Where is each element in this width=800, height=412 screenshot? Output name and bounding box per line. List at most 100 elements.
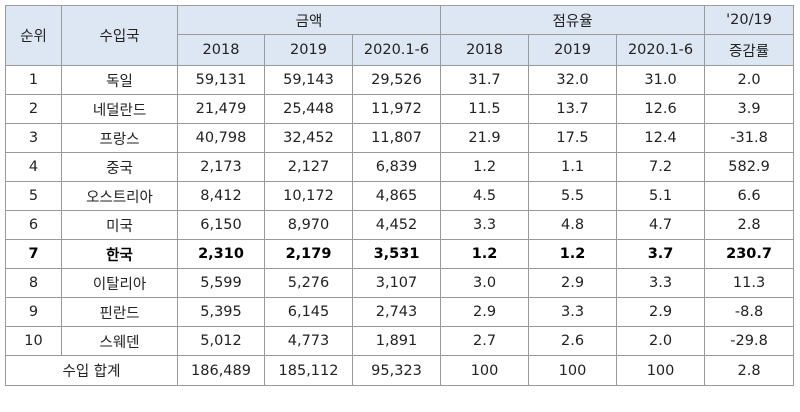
table-row: 6 미국 6,150 8,970 4,452 3.3 4.8 4.7 2.8 [5,210,795,240]
total-growth: 2.8 [704,355,795,386]
amount-2018-cell: 59,131 [177,65,265,95]
growth-header-line2: 증감률 [704,34,795,66]
table-row: 5 오스트리아 8,412 10,172 4,865 4.5 5.5 5.1 6.6 [5,181,795,211]
share-2018-cell: 4.5 [440,181,530,211]
amount-2020-cell: 4,865 [351,181,442,211]
amount-2020-cell: 3,107 [351,268,442,298]
amount-2019-cell: 8,970 [264,210,353,240]
country-cell: 프랑스 [61,123,178,153]
share-2020-cell: 3.7 [616,239,706,269]
amount-2020-cell: 11,807 [351,123,442,153]
share-2018-cell: 31.7 [440,65,530,95]
share-2018-cell: 3.0 [440,268,530,298]
total-share-2019: 100 [528,355,618,386]
table-body: 1 독일 59,131 59,143 29,526 31.7 32.0 31.0 2.0 2 네덜란… [5,65,795,356]
total-label: 수입 합계 [5,355,178,386]
amount-year-2020-header: 2020.1-6 [351,34,442,66]
amount-2018-cell: 40,798 [177,123,265,153]
share-2020-cell: 12.6 [616,94,706,124]
amount-2018-cell: 5,599 [177,268,265,298]
amount-2020-cell: 1,891 [351,326,442,356]
table-header: 순위 수입국 금액 점유율 '20/19 2018 2019 2020.1-6 … [5,5,795,66]
total-row: 수입 합계 186,489 185,112 95,323 100 100 100… [5,355,795,386]
share-year-2020-header: 2020.1-6 [616,34,706,66]
table-row: 2 네덜란드 21,479 25,448 11,972 11.5 13.7 12.6 3.9 [5,94,795,124]
growth-cell: 582.9 [704,152,795,182]
amount-2019-cell: 25,448 [264,94,353,124]
country-cell: 스웨덴 [61,326,178,356]
share-2018-cell: 21.9 [440,123,530,153]
amount-2018-cell: 21,479 [177,94,265,124]
amount-2018-cell: 8,412 [177,181,265,211]
country-cell: 핀란드 [61,297,178,327]
amount-header: 금액 [176,5,442,35]
amount-2019-cell: 6,145 [264,297,353,327]
share-2018-cell: 11.5 [440,94,530,124]
country-cell: 오스트리아 [61,181,178,211]
rank-cell: 4 [5,152,62,182]
share-2019-cell: 17.5 [528,123,618,153]
amount-2020-cell: 6,839 [351,152,442,182]
amount-2019-cell: 32,452 [264,123,353,153]
amount-2020-cell: 2,743 [351,297,442,327]
share-2018-cell: 1.2 [440,152,530,182]
table-row: 10 스웨덴 5,012 4,773 1,891 2.7 2.6 2.0 -29.8 [5,326,795,356]
share-2020-cell: 5.1 [616,181,706,211]
rank-cell: 9 [5,297,62,327]
growth-cell: 3.9 [704,94,795,124]
share-2018-cell: 2.9 [440,297,530,327]
share-2020-cell: 4.7 [616,210,706,240]
table-footer: 수입 합계 186,489 185,112 95,323 100 100 100… [5,355,795,386]
country-cell: 네덜란드 [61,94,178,124]
share-2018-cell: 2.7 [440,326,530,356]
rank-cell: 8 [5,268,62,298]
growth-cell: -29.8 [704,326,795,356]
share-2019-cell: 2.9 [528,268,618,298]
growth-cell: 230.7 [704,239,795,269]
rank-cell: 2 [5,94,62,124]
share-2020-cell: 7.2 [616,152,706,182]
share-2019-cell: 1.2 [528,239,618,269]
total-share-2018: 100 [440,355,530,386]
import-ranking-table: 순위 수입국 금액 점유율 '20/19 2018 2019 2020.1-6 … [5,5,795,386]
country-cell: 미국 [61,210,178,240]
import-table-container: 순위 수입국 금액 점유율 '20/19 2018 2019 2020.1-6 … [5,5,795,386]
total-amount-2018: 186,489 [177,355,265,386]
share-2019-cell: 2.6 [528,326,618,356]
growth-cell: -8.8 [704,297,795,327]
amount-2019-cell: 4,773 [264,326,353,356]
share-2020-cell: 3.3 [616,268,706,298]
rank-cell: 1 [5,65,62,95]
share-year-2019-header: 2019 [528,34,618,66]
share-2020-cell: 2.9 [616,297,706,327]
amount-2019-cell: 59,143 [264,65,353,95]
country-cell: 이탈리아 [61,268,178,298]
table-row: 4 중국 2,173 2,127 6,839 1.2 1.1 7.2 582.9 [5,152,795,182]
growth-cell: -31.8 [704,123,795,153]
table-row: 1 독일 59,131 59,143 29,526 31.7 32.0 31.0 2.0 [5,65,795,95]
amount-2018-cell: 5,012 [177,326,265,356]
share-2018-cell: 1.2 [440,239,530,269]
share-year-2018-header: 2018 [440,34,530,66]
growth-cell: 2.8 [704,210,795,240]
table-row: 7 한국 2,310 2,179 3,531 1.2 1.2 3.7 230.7 [5,239,795,269]
total-amount-2020: 95,323 [351,355,442,386]
amount-2019-cell: 5,276 [264,268,353,298]
country-cell: 한국 [61,239,178,269]
share-header: 점유율 [440,5,706,35]
share-2019-cell: 4.8 [528,210,618,240]
amount-2020-cell: 4,452 [351,210,442,240]
country-cell: 독일 [61,65,178,95]
rank-header: 순위 [5,5,62,66]
amount-2020-cell: 11,972 [351,94,442,124]
rank-cell: 6 [5,210,62,240]
amount-2020-cell: 29,526 [351,65,442,95]
share-2019-cell: 1.1 [528,152,618,182]
rank-cell: 7 [5,239,62,269]
rank-cell: 3 [5,123,62,153]
share-2019-cell: 3.3 [528,297,618,327]
amount-year-2018-header: 2018 [177,34,265,66]
share-2020-cell: 31.0 [616,65,706,95]
share-2019-cell: 13.7 [528,94,618,124]
country-header: 수입국 [61,5,178,66]
